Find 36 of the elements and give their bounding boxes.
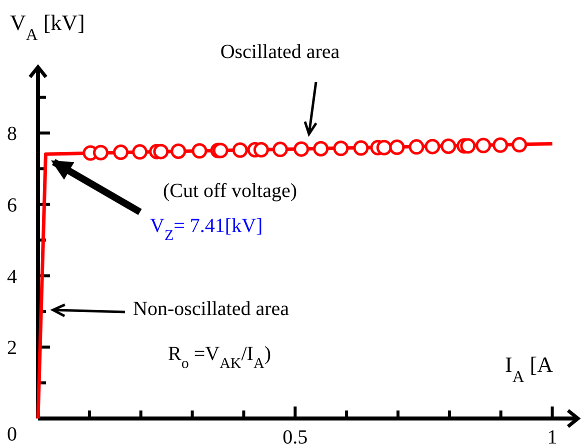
- point: [408, 139, 424, 155]
- point: [353, 140, 369, 156]
- point: [113, 144, 129, 160]
- point: [424, 138, 440, 154]
- point: [170, 143, 186, 159]
- point: [232, 142, 248, 158]
- point: [294, 141, 310, 157]
- point: [460, 138, 476, 154]
- point: [333, 140, 349, 156]
- point: [492, 137, 508, 153]
- point: [313, 140, 329, 156]
- y-tick-label: 6: [7, 194, 17, 216]
- annotation: Non-oscillated area: [133, 298, 290, 320]
- point: [389, 140, 405, 156]
- x-tick-label: 1: [547, 426, 558, 447]
- y-tick-label: 0: [7, 424, 17, 446]
- x-tick-label: 0.5: [282, 426, 308, 447]
- point: [153, 144, 169, 160]
- point: [92, 144, 108, 160]
- point: [272, 142, 288, 158]
- point: [132, 144, 148, 160]
- annotation: (Cut off voltage): [162, 180, 298, 202]
- point: [376, 140, 392, 156]
- point: [440, 138, 456, 154]
- point: [192, 143, 208, 159]
- point: [253, 142, 269, 158]
- y-axis-title: V$_{A}$ [kV]: [10, 10, 85, 44]
- annotation: V$_{Z}$= 7.41[kV]: [150, 215, 263, 244]
- y-tick-label: 8: [7, 123, 17, 146]
- point: [476, 138, 492, 154]
- y-tick-label: 4: [7, 266, 17, 288]
- annotation: R$_{o}$ =V$_{AK}$/I$_{A}$): [168, 343, 271, 372]
- y-tick-label: 2: [7, 337, 17, 360]
- point: [512, 137, 528, 153]
- x-axis-title: I$_{A}$ [A: [505, 352, 554, 386]
- text: Oscillated area: [220, 41, 340, 63]
